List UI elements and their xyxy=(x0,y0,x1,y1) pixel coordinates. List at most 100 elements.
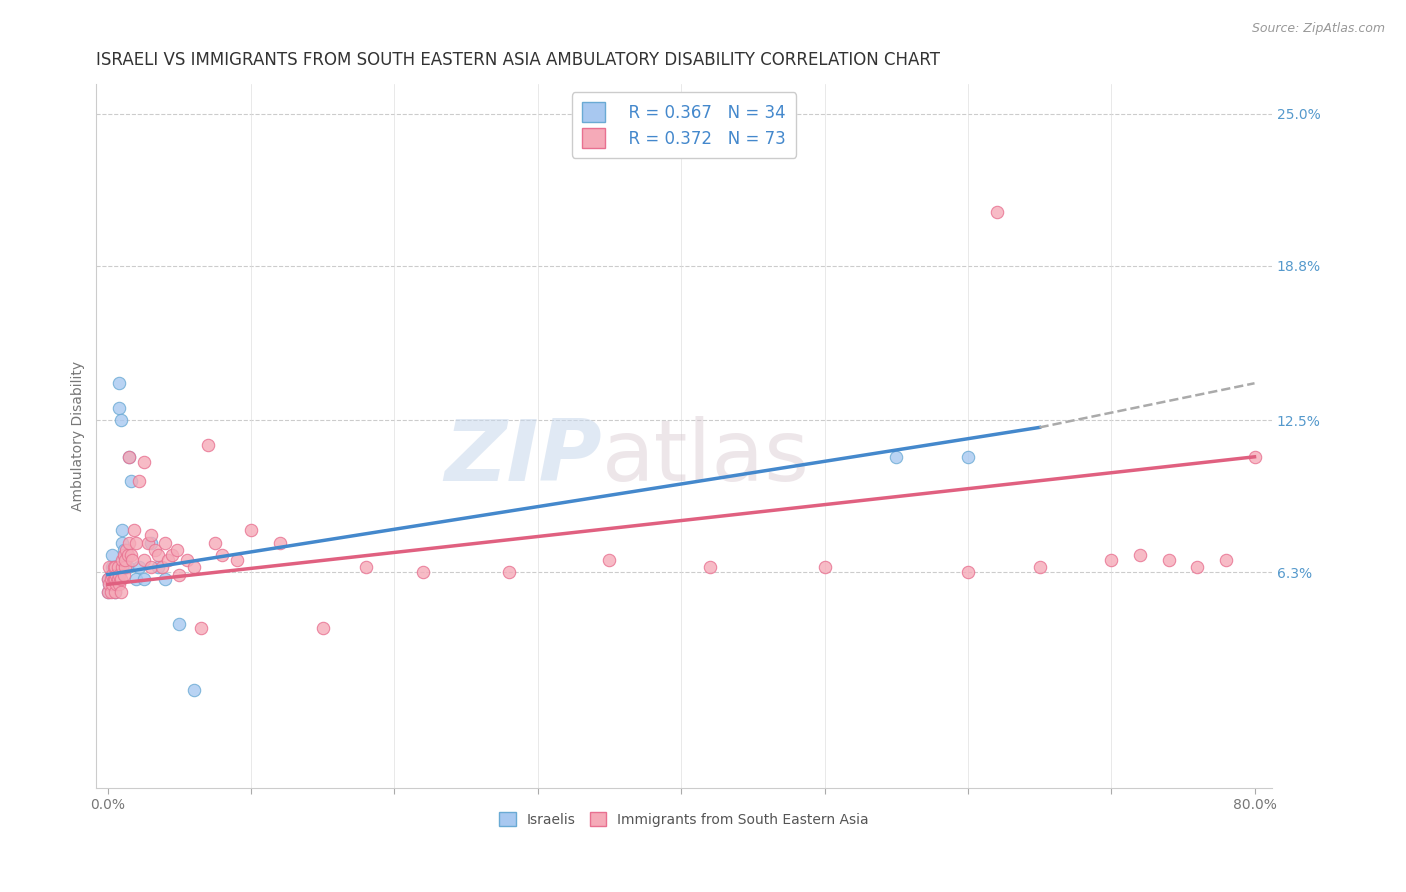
Point xyxy=(132,455,155,469)
Point xyxy=(146,548,169,562)
Point xyxy=(100,584,122,599)
Point xyxy=(112,543,135,558)
Point xyxy=(204,535,226,549)
Point xyxy=(146,560,169,574)
Point xyxy=(211,548,233,562)
Point xyxy=(115,560,138,574)
Point xyxy=(104,573,127,587)
Point xyxy=(101,548,124,562)
Point xyxy=(956,450,979,464)
Point xyxy=(128,560,150,574)
Point xyxy=(183,682,205,697)
Point xyxy=(225,553,247,567)
Point xyxy=(139,528,162,542)
Point xyxy=(986,204,1008,219)
Point xyxy=(105,567,128,582)
Point xyxy=(118,535,141,549)
Point xyxy=(104,584,127,599)
Point xyxy=(162,548,184,562)
Point xyxy=(1157,553,1180,567)
Point xyxy=(110,584,132,599)
Point xyxy=(169,616,191,631)
Point xyxy=(100,567,122,582)
Point xyxy=(105,577,128,591)
Point xyxy=(143,543,166,558)
Point xyxy=(114,560,136,574)
Point xyxy=(153,535,176,549)
Point xyxy=(1185,560,1208,574)
Point xyxy=(122,524,145,538)
Point xyxy=(98,577,121,591)
Point xyxy=(240,524,263,538)
Point xyxy=(1099,553,1122,567)
Point xyxy=(136,535,159,549)
Point xyxy=(114,553,136,567)
Point xyxy=(110,573,132,587)
Point xyxy=(813,560,835,574)
Point xyxy=(118,450,141,464)
Point xyxy=(132,553,155,567)
Point xyxy=(598,553,620,567)
Point xyxy=(120,475,142,489)
Point xyxy=(269,535,291,549)
Point xyxy=(1129,548,1152,562)
Point xyxy=(105,577,128,591)
Point xyxy=(354,560,377,574)
Point xyxy=(105,560,128,574)
Point xyxy=(125,535,148,549)
Point xyxy=(108,577,131,591)
Text: atlas: atlas xyxy=(602,416,810,499)
Point xyxy=(157,553,180,567)
Y-axis label: Ambulatory Disability: Ambulatory Disability xyxy=(72,361,86,511)
Point xyxy=(118,450,141,464)
Point xyxy=(153,573,176,587)
Point xyxy=(120,548,142,562)
Point xyxy=(132,573,155,587)
Point xyxy=(98,560,121,574)
Point xyxy=(104,573,127,587)
Point xyxy=(108,376,131,391)
Point xyxy=(169,567,191,582)
Point xyxy=(176,553,198,567)
Point xyxy=(412,565,434,579)
Point xyxy=(97,584,120,599)
Point xyxy=(117,548,139,562)
Point xyxy=(111,560,134,574)
Point xyxy=(183,560,205,574)
Point xyxy=(104,584,127,599)
Point xyxy=(312,622,335,636)
Point xyxy=(103,567,125,582)
Point xyxy=(108,567,131,582)
Point xyxy=(107,573,129,587)
Point xyxy=(128,475,150,489)
Text: ISRAELI VS IMMIGRANTS FROM SOUTH EASTERN ASIA AMBULATORY DISABILITY CORRELATION : ISRAELI VS IMMIGRANTS FROM SOUTH EASTERN… xyxy=(97,51,941,69)
Point xyxy=(98,577,121,591)
Point xyxy=(956,565,979,579)
Point xyxy=(97,573,120,587)
Point xyxy=(111,524,134,538)
Point xyxy=(150,560,173,574)
Point xyxy=(121,553,143,567)
Point xyxy=(101,560,124,574)
Point xyxy=(97,573,120,587)
Point xyxy=(117,560,139,574)
Point xyxy=(101,577,124,591)
Point xyxy=(1243,450,1265,464)
Point xyxy=(139,560,162,574)
Point xyxy=(884,450,907,464)
Point xyxy=(197,437,219,451)
Point xyxy=(1215,553,1237,567)
Point xyxy=(100,573,122,587)
Point xyxy=(498,565,520,579)
Text: ZIP: ZIP xyxy=(444,416,602,499)
Point xyxy=(103,577,125,591)
Point xyxy=(107,560,129,574)
Point xyxy=(111,553,134,567)
Point xyxy=(97,584,120,599)
Point xyxy=(103,560,125,574)
Point xyxy=(108,401,131,415)
Point xyxy=(115,543,138,558)
Point xyxy=(1028,560,1050,574)
Point xyxy=(112,567,135,582)
Point xyxy=(104,560,127,574)
